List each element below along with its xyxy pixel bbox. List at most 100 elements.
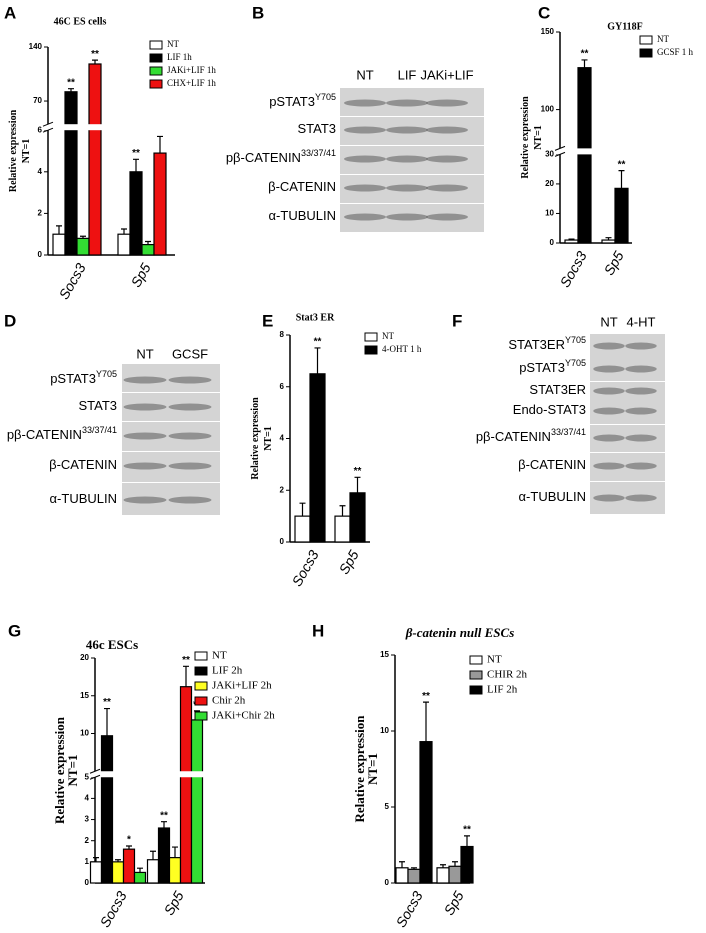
bar xyxy=(129,171,143,256)
y-tick-label: 6 xyxy=(280,382,285,391)
blot-band xyxy=(344,213,386,221)
axis-break xyxy=(89,771,207,778)
error-bar xyxy=(92,59,98,64)
legend-swatch xyxy=(149,53,163,63)
error-bar xyxy=(399,861,405,868)
legend-label: LIF 2h xyxy=(487,684,518,696)
blot-band xyxy=(344,184,386,192)
axis-break xyxy=(554,148,634,155)
y-tick-label: 15 xyxy=(80,691,89,700)
legend-swatch xyxy=(639,35,653,45)
y-axis-label: Relative expressionNT=1 xyxy=(352,715,380,823)
chart-title: β-catenin null ESCs xyxy=(405,625,515,640)
row-label: Endo-STAT3 xyxy=(513,402,586,417)
bar xyxy=(168,857,182,884)
blot-band xyxy=(593,387,625,395)
y-tick-label: 0 xyxy=(385,878,390,887)
y-axis-label-line: Relative expression xyxy=(520,96,531,179)
row-label-sup: Y705 xyxy=(315,92,336,102)
blot-band xyxy=(344,99,386,107)
legend-label: JAKi+LIF 2h xyxy=(212,680,272,692)
legend-label: CHX+LIF 1h xyxy=(167,78,216,88)
error-bar xyxy=(145,240,151,245)
y-axis-label-line: Relative expression xyxy=(52,716,67,824)
row-label-text: pSTAT3 xyxy=(50,371,96,386)
error-bar xyxy=(115,859,121,862)
y-axis-label-line: Relative expression xyxy=(250,397,261,480)
bar xyxy=(88,63,102,256)
panel-letter: F xyxy=(452,311,462,330)
blot-band xyxy=(386,126,428,134)
row-label: β-CATENIN xyxy=(49,457,117,472)
blot-band xyxy=(168,496,212,504)
y-tick-label: 30 xyxy=(545,149,554,158)
legend-label: JAKi+Chir 2h xyxy=(212,710,275,722)
blot-band xyxy=(344,126,386,134)
significance-label: ** xyxy=(422,691,430,702)
error-bar xyxy=(299,502,306,517)
row-label: STAT3 xyxy=(297,121,336,136)
significance-label: ** xyxy=(67,77,75,88)
y-tick-label: 4 xyxy=(280,434,285,443)
bar xyxy=(64,91,78,256)
error-bar xyxy=(80,235,86,239)
legend-label: Chir 2h xyxy=(212,695,246,707)
row-label-sup: Y705 xyxy=(565,358,586,368)
y-axis-label-line: Relative expression xyxy=(352,715,367,823)
bar xyxy=(460,845,474,884)
panel-letter: C xyxy=(538,3,550,22)
x-tick-label: Sp5 xyxy=(160,888,186,918)
y-tick-label: 10 xyxy=(380,726,389,735)
y-axis-label-line: NT=1 xyxy=(263,426,274,451)
blot-band xyxy=(625,462,657,470)
row-label: pSTAT3Y705 xyxy=(269,92,336,109)
bar xyxy=(179,686,193,884)
row-label-text: pβ-CATENIN xyxy=(476,429,551,444)
legend-label: NT xyxy=(382,331,394,341)
axis-break-mark xyxy=(42,121,54,133)
bar xyxy=(564,239,579,244)
y-tick-label: 20 xyxy=(80,653,89,662)
blot-band xyxy=(625,387,657,395)
row-label-text: α-TUBULIN xyxy=(50,491,117,506)
lane-label: NT xyxy=(356,67,373,82)
y-axis-label-line: NT=1 xyxy=(65,755,80,787)
legend-swatch xyxy=(194,711,208,721)
blot-band xyxy=(123,376,167,384)
blot-band xyxy=(593,494,625,502)
chart-title: 46C ES cells xyxy=(54,16,107,27)
bar xyxy=(133,871,147,884)
error-bar xyxy=(161,821,167,829)
significance-label: ** xyxy=(103,697,111,708)
panel-letter: B xyxy=(252,3,264,22)
error-bar xyxy=(157,135,163,154)
row-label: pβ-CATENIN33/37/41 xyxy=(7,425,117,442)
significance-label: ** xyxy=(463,825,471,836)
y-tick-label: 4 xyxy=(38,167,43,176)
row-label-text: β-CATENIN xyxy=(49,457,117,472)
row-label: pβ-CATENIN33/37/41 xyxy=(476,427,586,444)
axis-break-mark xyxy=(89,768,101,780)
blot-band xyxy=(593,342,625,350)
x-tick-label: Sp5 xyxy=(335,547,361,577)
blot-band xyxy=(426,184,468,192)
legend-swatch xyxy=(639,48,653,58)
blot-band xyxy=(625,407,657,415)
bar xyxy=(157,827,171,884)
legend-swatch xyxy=(364,332,378,342)
bar xyxy=(141,244,155,256)
y-tick-label: 0 xyxy=(280,537,285,546)
error-bar xyxy=(314,347,321,374)
row-label-text: pSTAT3 xyxy=(519,360,565,375)
significance-label: ** xyxy=(156,125,164,136)
bar xyxy=(153,152,167,256)
row-label-sup: Y705 xyxy=(565,335,586,345)
row-label: β-CATENIN xyxy=(518,457,586,472)
x-tick-label: Socs3 xyxy=(392,888,425,930)
blot-strip xyxy=(590,334,665,381)
lane-label: GCSF xyxy=(172,346,208,361)
blot-band xyxy=(123,403,167,411)
error-bar xyxy=(440,864,446,868)
row-label: pβ-CATENIN33/37/41 xyxy=(226,148,336,165)
legend-swatch xyxy=(469,670,483,680)
